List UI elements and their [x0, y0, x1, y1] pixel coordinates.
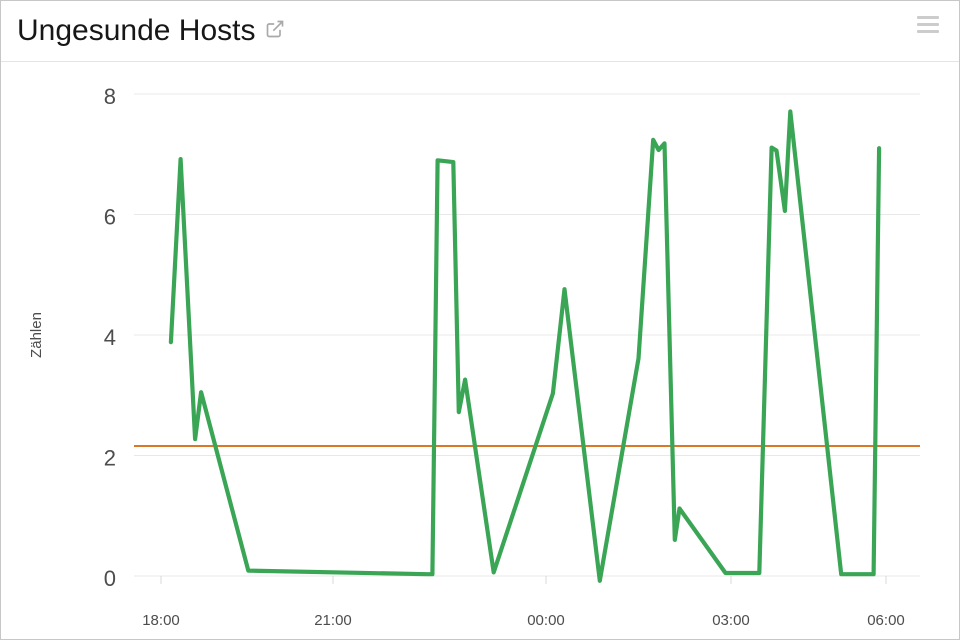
svg-text:6: 6 — [104, 205, 116, 230]
svg-text:06:00: 06:00 — [867, 612, 905, 629]
svg-text:4: 4 — [104, 325, 116, 350]
svg-text:00:00: 00:00 — [527, 612, 565, 629]
svg-text:2: 2 — [104, 446, 116, 471]
svg-text:8: 8 — [104, 84, 116, 109]
svg-text:0: 0 — [104, 566, 116, 591]
svg-text:03:00: 03:00 — [712, 612, 750, 629]
svg-text:21:00: 21:00 — [314, 612, 352, 629]
svg-text:Zählen: Zählen — [28, 312, 45, 358]
svg-text:18:00: 18:00 — [142, 612, 180, 629]
